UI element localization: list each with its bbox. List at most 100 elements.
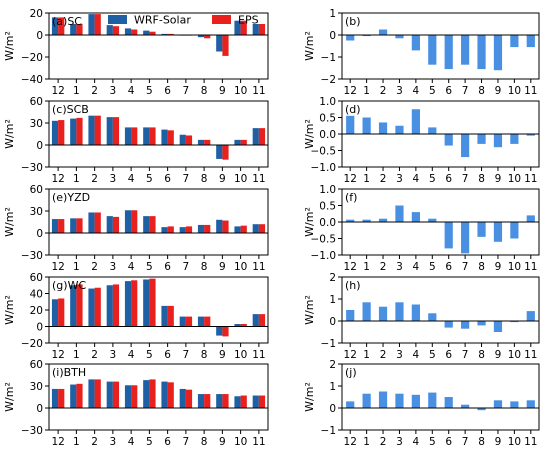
bar-eps-6 — [167, 130, 174, 145]
x-tick-label: 5 — [146, 261, 153, 273]
x-tick-label: 3 — [396, 261, 403, 273]
x-tick-label: 12 — [51, 85, 64, 97]
x-tick-label: 8 — [478, 85, 485, 97]
y-tick-label: 0 — [36, 140, 43, 152]
x-tick-label: 11 — [252, 85, 265, 97]
x-tick-label: 7 — [462, 436, 469, 448]
x-tick-label: 11 — [524, 173, 537, 185]
x-tick-label: 8 — [201, 436, 208, 448]
x-tick-label: 2 — [91, 85, 98, 97]
y-tick-label: −20 — [21, 338, 43, 350]
x-tick-label: 6 — [164, 349, 171, 361]
x-tick-label: 9 — [495, 85, 502, 97]
plot-frame — [48, 100, 269, 168]
y-axis-label: W/m² — [3, 31, 16, 61]
x-tick-label: 8 — [478, 173, 485, 185]
bar-eps-9 — [222, 35, 229, 56]
x-tick-label: 4 — [128, 261, 135, 273]
panel-label: (d) — [345, 103, 361, 116]
bar-wrf-solar-10 — [234, 324, 241, 327]
bar-wrf-solar-1 — [70, 384, 77, 408]
bar-diff-12 — [346, 115, 355, 134]
bar-eps-1 — [76, 24, 83, 35]
bar-diff-4 — [411, 35, 420, 51]
x-tick-label: 7 — [183, 261, 190, 273]
y-tick-label: 30 — [30, 118, 43, 130]
bar-diff-4 — [411, 212, 420, 222]
y-tick-label: 0.0 — [319, 129, 336, 141]
bar-diff-12 — [346, 219, 355, 222]
bar-eps-5 — [149, 216, 156, 233]
bar-wrf-solar-10 — [234, 139, 241, 145]
x-tick-label: 1 — [363, 173, 370, 185]
legend-label-wrf-solar: WRF-Solar — [134, 14, 191, 27]
bar-diff-4 — [411, 394, 420, 408]
bar-eps-2 — [94, 379, 101, 408]
bar-diff-6 — [444, 222, 453, 249]
bar-wrf-solar-12 — [51, 17, 59, 35]
x-tick-label: 1 — [363, 85, 370, 97]
x-tick-label: 10 — [234, 261, 247, 273]
x-tick-label: 2 — [380, 85, 387, 97]
bar-eps-6 — [167, 226, 174, 233]
bar-diff-7 — [461, 321, 470, 329]
x-tick-label: 2 — [380, 261, 387, 273]
y-tick-label: 0 — [36, 228, 43, 240]
bar-diff-10 — [510, 222, 519, 239]
bar-wrf-solar-3 — [106, 216, 113, 233]
y-tick-label: 1.0 — [319, 184, 336, 196]
bar-wrf-solar-12 — [51, 120, 59, 145]
x-tick-label: 9 — [219, 85, 226, 97]
bar-diff-8 — [477, 321, 486, 326]
y-tick-label: 60 — [30, 184, 43, 196]
bar-eps-8 — [204, 316, 211, 327]
bar-wrf-solar-2 — [88, 115, 95, 145]
x-tick-label: 12 — [344, 349, 357, 361]
bar-eps-6 — [167, 305, 174, 327]
bar-wrf-solar-8 — [197, 224, 205, 233]
y-tick-label: 0 — [36, 30, 43, 42]
bar-wrf-solar-3 — [106, 25, 113, 35]
x-tick-label: 4 — [413, 261, 420, 273]
bar-diff-9 — [493, 35, 503, 71]
x-tick-label: 10 — [234, 349, 247, 361]
bar-diff-3 — [395, 302, 404, 321]
y-tick-label: −1 — [321, 52, 336, 64]
x-tick-label: 7 — [183, 85, 190, 97]
y-axis-label: W/m² — [303, 295, 316, 325]
x-tick-label: 10 — [508, 436, 521, 448]
x-tick-label: 3 — [396, 173, 403, 185]
bar-wrf-solar-10 — [234, 20, 241, 35]
bar-eps-4 — [131, 210, 138, 233]
bar-diff-10 — [510, 134, 519, 144]
bar-diff-11 — [526, 35, 535, 48]
x-tick-label: 6 — [164, 261, 171, 273]
x-tick-label: 5 — [429, 261, 436, 273]
x-tick-label: 4 — [413, 436, 420, 448]
x-tick-label: 10 — [234, 436, 247, 448]
bar-diff-3 — [395, 35, 404, 39]
y-tick-label: 20 — [30, 305, 43, 317]
bar-eps-11 — [258, 395, 266, 408]
bar-diff-6 — [444, 321, 453, 328]
bar-wrf-solar-4 — [124, 210, 132, 233]
bar-diff-10 — [510, 35, 519, 48]
legend: WRF-Solar EPS — [108, 14, 259, 27]
y-tick-label: 30 — [30, 381, 43, 393]
bar-diff-2 — [378, 29, 388, 35]
bar-wrf-solar-5 — [143, 127, 150, 145]
y-tick-label: −1.0 — [311, 162, 337, 174]
plot-frame — [48, 12, 269, 80]
bar-wrf-solar-1 — [70, 218, 77, 233]
x-tick-label: 7 — [183, 349, 190, 361]
bar-eps-9 — [222, 145, 229, 160]
bar-diff-7 — [461, 134, 470, 158]
x-tick-label: 6 — [445, 261, 452, 273]
panel-label: (h) — [345, 279, 361, 292]
x-tick-label: 2 — [380, 173, 387, 185]
bar-diff-3 — [395, 393, 404, 408]
bar-eps-7 — [185, 226, 193, 233]
x-tick-label: 6 — [164, 173, 171, 185]
